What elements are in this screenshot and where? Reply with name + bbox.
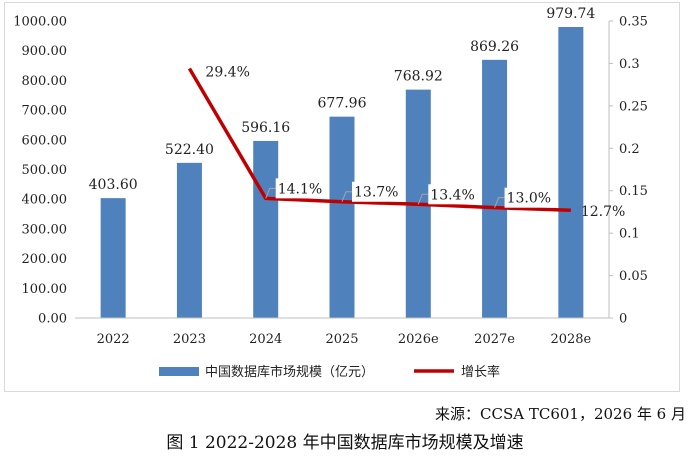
right-axis-tick-label: 0 xyxy=(619,312,627,327)
right-axis-tick-label: 0.35 xyxy=(619,15,648,30)
legend-label-line: 增长率 xyxy=(461,364,500,380)
growth-rate-line xyxy=(187,67,571,212)
growth-label-background xyxy=(275,178,326,199)
chart: 0.00 100.00 200.00 300.00 400.00 500.00 600.00… xyxy=(13,6,648,380)
bar-data-label: 869.26 xyxy=(470,39,519,55)
legend-label-bar: 中国数据库市场规模（亿元） xyxy=(205,364,374,380)
growth-data-label: 13.4% xyxy=(430,187,474,203)
source-note: 来源：CCSA TC601，2026 年 6 月 xyxy=(435,405,686,423)
bar xyxy=(176,162,202,318)
bar xyxy=(100,198,126,318)
growth-label-leader xyxy=(341,191,352,202)
left-axis-tick-label: 400.00 xyxy=(22,193,68,208)
bar xyxy=(558,27,584,319)
right-axis-tick-label: 0.1 xyxy=(619,227,640,242)
x-axis-tick-label: 2025 xyxy=(325,332,358,347)
growth-data-label: 12.7% xyxy=(581,204,625,220)
left-axis-tick-label: 500.00 xyxy=(22,163,68,178)
left-axis-tick-label: 600.00 xyxy=(22,133,68,148)
legend-swatch-bar xyxy=(159,367,199,376)
left-axis-tick-label: 900.00 xyxy=(22,44,68,59)
left-axis-tick-label: 300.00 xyxy=(22,222,68,237)
right-axis-tick-label: 0.2 xyxy=(619,142,640,157)
x-axis-tick-label: 2024 xyxy=(249,332,282,347)
right-axis-tick-label: 0.15 xyxy=(619,184,648,199)
left-axis-tick-label: 1000.00 xyxy=(13,15,67,30)
growth-label-background xyxy=(428,184,479,205)
x-axis-tick-label: 2028e xyxy=(550,332,591,347)
growth-label-leader xyxy=(417,193,429,205)
growth-data-label: 13.7% xyxy=(354,185,398,201)
left-axis-tick-label: 100.00 xyxy=(22,282,68,297)
left-axis-tick-label: 700.00 xyxy=(22,104,68,119)
bar xyxy=(482,59,508,319)
growth-data-label: 29.4% xyxy=(205,65,249,81)
growth-label-background xyxy=(352,181,402,202)
right-axis-tick-label: 0.3 xyxy=(619,57,640,72)
bar-data-label: 768.92 xyxy=(394,69,443,85)
bar-data-label: 979.74 xyxy=(546,6,595,22)
right-axis-tick-label: 0.25 xyxy=(619,99,648,114)
legend: 中国数据库市场规模（亿元） 增长率 xyxy=(159,364,500,380)
bar xyxy=(253,140,279,318)
growth-data-label: 13.0% xyxy=(507,191,551,207)
bar xyxy=(329,116,355,319)
x-axis-tick-label: 2023 xyxy=(173,332,206,347)
bar-data-label: 677.96 xyxy=(318,96,367,112)
growth-label-leader xyxy=(494,197,505,208)
figure-caption: 图 1 2022-2028 年中国数据库市场规模及增速 xyxy=(166,433,524,453)
left-axis-tick-label: 0.00 xyxy=(38,312,67,327)
x-axis-tick-label: 2026e xyxy=(398,332,439,347)
growth-label-leader xyxy=(265,187,276,199)
bar-data-label: 522.40 xyxy=(165,142,214,158)
left-axis-tick-label: 800.00 xyxy=(22,74,68,89)
bar-data-label: 596.16 xyxy=(241,120,290,136)
chart-frame: 0.00 100.00 200.00 300.00 400.00 500.00 600.00… xyxy=(4,2,680,392)
x-axis-tick-label: 2022 xyxy=(97,332,130,347)
bar-data-label: 403.60 xyxy=(89,177,138,193)
growth-label-background xyxy=(504,187,555,208)
left-axis-tick-label: 200.00 xyxy=(22,252,68,267)
right-axis-tick-label: 0.05 xyxy=(619,269,648,284)
x-axis-tick-label: 2027e xyxy=(474,332,515,347)
growth-data-label: 14.1% xyxy=(278,181,322,197)
